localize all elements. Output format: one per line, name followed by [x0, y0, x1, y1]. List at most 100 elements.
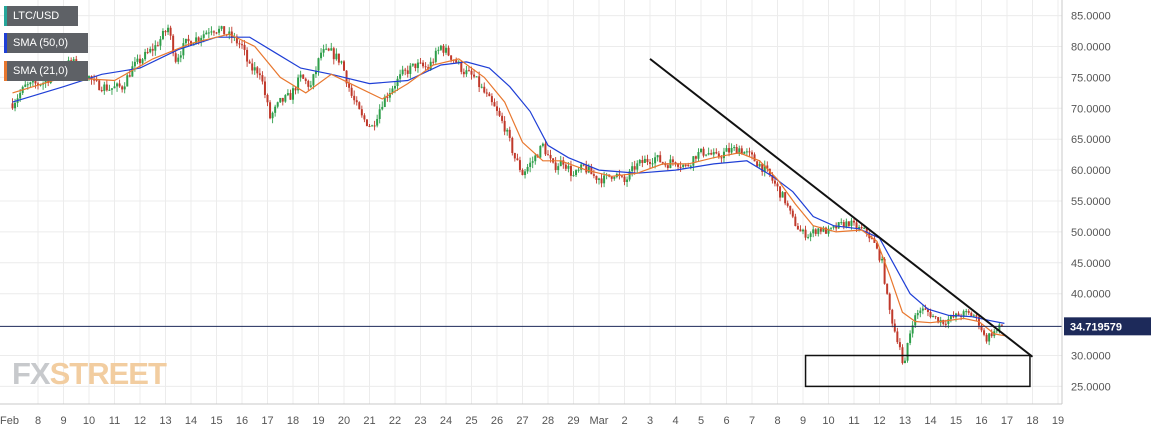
candle-body [521, 169, 524, 175]
axes: 85.0000 80.0000 75.0000 70.0000 65.0000 60.00… [0, 0, 1111, 427]
candle-body [863, 227, 866, 229]
x-tick-label: 26 [491, 415, 503, 427]
candle-body [694, 156, 697, 159]
candle-body [406, 70, 409, 74]
legend-sma50[interactable]: SMA (50,0) [4, 33, 88, 53]
candle-body [447, 47, 450, 56]
candle-body [286, 93, 289, 96]
candle-body [258, 73, 261, 76]
x-tick-label: 13 [159, 415, 171, 427]
x-tick-label: 17 [1001, 415, 1013, 427]
x-tick-label: 17 [261, 415, 273, 427]
candle-body [914, 315, 917, 326]
candle-body [365, 119, 368, 126]
candle-body [791, 210, 794, 217]
candle-body [730, 147, 733, 153]
y-tick-label: 85.0000 [1071, 11, 1111, 23]
candle-body [501, 115, 504, 121]
candle-body [373, 125, 376, 127]
candle-body [156, 45, 159, 47]
candle-body [314, 70, 317, 75]
candle-body [238, 43, 241, 45]
candle-body [207, 32, 210, 34]
candle-body [327, 48, 330, 51]
x-tick-label: 23 [414, 415, 426, 427]
x-tick-label: 10 [83, 415, 95, 427]
legend-swatch-sma50 [4, 33, 7, 53]
candle-body [348, 83, 351, 88]
candle-body [677, 164, 680, 167]
candle-body [682, 164, 685, 168]
candle-body [934, 316, 937, 318]
candle-body [962, 311, 965, 317]
candle-body [261, 75, 264, 82]
candle-body [794, 216, 797, 226]
candle-body [944, 323, 947, 325]
candle-body [256, 67, 259, 74]
candle-body [564, 164, 567, 169]
candle-body [807, 236, 810, 238]
candle-body [401, 69, 404, 75]
candle-body [784, 192, 787, 204]
candle-body [228, 31, 231, 35]
candle-body [72, 59, 75, 62]
candle-body [246, 49, 249, 62]
candle-body [118, 83, 121, 87]
candle-body [473, 74, 476, 77]
candle-body [988, 333, 991, 342]
candle-body [812, 229, 815, 234]
candle-body [965, 311, 968, 313]
candle-body [585, 165, 588, 173]
candle-body [654, 157, 657, 164]
x-tick-label: 14 [924, 415, 936, 427]
candle-body [707, 153, 710, 155]
candle-body [335, 53, 338, 60]
candle-body [371, 125, 374, 127]
candle-body [388, 93, 391, 98]
legend-ltcusd[interactable]: LTC/USD [4, 6, 78, 26]
candle-body [725, 148, 728, 152]
candle-body [590, 166, 593, 175]
candle-body [437, 49, 440, 51]
x-tick-label: 19 [1052, 415, 1064, 427]
legend-sma21[interactable]: SMA (21,0) [4, 61, 88, 81]
candle-body [952, 315, 955, 318]
candle-body [661, 162, 664, 164]
x-tick-label: 18 [287, 415, 299, 427]
candle-body [325, 48, 328, 50]
sma-21-line [12, 33, 1005, 337]
candle-body [646, 158, 649, 163]
candle-body [985, 334, 988, 342]
candle-body [126, 75, 129, 87]
candle-body [151, 48, 154, 51]
candle-body [799, 229, 802, 232]
candle-body [508, 129, 511, 138]
x-tick-label: 7 [749, 415, 755, 427]
candle-body [404, 69, 407, 71]
x-tick-label: 28 [542, 415, 554, 427]
candle-body [641, 160, 644, 163]
x-tick-label: 25 [465, 415, 477, 427]
candle-body [460, 61, 463, 72]
candle-body [116, 83, 119, 87]
candle-body [202, 34, 205, 38]
candle-body [600, 178, 603, 184]
candle-body [751, 152, 753, 155]
candle-body [567, 165, 570, 169]
candle-body [656, 155, 659, 158]
candle-body [539, 145, 542, 158]
candle-body [105, 84, 108, 91]
candle-body [549, 154, 552, 159]
candle-body [343, 61, 345, 71]
candle-body [11, 103, 14, 109]
candle-body [376, 118, 379, 126]
candle-body [697, 152, 700, 159]
candle-body [450, 55, 453, 60]
candle-body [893, 323, 896, 332]
candle-body [582, 164, 585, 166]
candle-body [924, 308, 927, 310]
candle-body [159, 39, 162, 46]
candle-body [396, 78, 399, 87]
candle-body [248, 61, 251, 64]
candle-body [146, 51, 149, 53]
